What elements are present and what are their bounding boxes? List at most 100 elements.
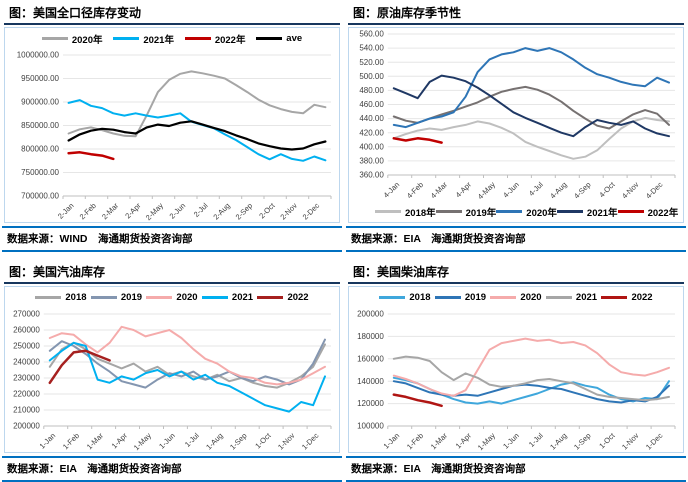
svg-text:1000000.00: 1000000.00 <box>17 51 60 60</box>
legend-item: 2021年 <box>556 205 618 219</box>
svg-text:180000: 180000 <box>357 332 384 341</box>
data-source-text: 数据来源：EIA 海通期货投资咨询部 <box>7 463 182 475</box>
svg-text:4-Dec: 4-Dec <box>644 180 665 201</box>
svg-text:1-Dec: 1-Dec <box>644 431 665 452</box>
chart-legend: 2018年 2019年 2020年 2021年 2022年 <box>349 201 683 222</box>
legend-item: 2022 <box>601 292 653 303</box>
legend-swatch <box>201 296 228 299</box>
panel-title-diesel-inventory: 图：美国柴油库存 <box>348 259 684 284</box>
svg-text:1-Nov: 1-Nov <box>276 431 297 452</box>
svg-text:2-Feb: 2-Feb <box>78 201 98 221</box>
data-source-bar-diesel-inventory: 数据来源：EIA 海通期货投资咨询部 <box>346 456 686 482</box>
svg-text:1-Jul: 1-Jul <box>183 431 201 449</box>
chart-plot-area: 200000 180000 160000 140000 120000 100000 1-Ja… <box>349 308 683 452</box>
legend-item: 2022 <box>257 292 309 303</box>
legend-label: 2021年 <box>143 34 174 46</box>
svg-text:4-Apr: 4-Apr <box>454 180 474 200</box>
panel-crude-seasonality: 图：原油库存季节性 560.00 540.00 520.00 500.00 480.00… <box>344 0 688 252</box>
svg-text:230000: 230000 <box>13 374 40 383</box>
svg-text:1-May: 1-May <box>132 431 153 452</box>
legend-label: ave <box>286 33 303 44</box>
legend-swatch <box>113 37 140 40</box>
svg-text:260000: 260000 <box>13 326 40 335</box>
line-chart-svg: 270000 260000 250000 240000 230000 220000 2100… <box>13 310 332 452</box>
svg-text:850000.00: 850000.00 <box>21 121 59 130</box>
legend-item: 2021年 <box>113 32 174 46</box>
svg-text:1-Sep: 1-Sep <box>572 431 593 452</box>
svg-text:440.00: 440.00 <box>359 114 384 123</box>
svg-text:200000: 200000 <box>13 422 40 431</box>
legend-label: 2019 <box>120 292 143 303</box>
svg-text:1-Aug: 1-Aug <box>548 431 569 452</box>
svg-text:1-May: 1-May <box>476 431 497 452</box>
legend-label: 2021年 <box>586 207 618 219</box>
legend-item: 2018 <box>379 292 431 303</box>
svg-text:1-Jan: 1-Jan <box>38 431 58 451</box>
legend-label: 2022年 <box>214 34 246 46</box>
svg-text:400.00: 400.00 <box>359 142 384 151</box>
svg-text:2-May: 2-May <box>144 201 165 222</box>
svg-text:2-Oct: 2-Oct <box>257 200 277 220</box>
legend-swatch <box>184 37 211 40</box>
svg-text:2-Apr: 2-Apr <box>123 201 143 221</box>
legend-label: 2018 <box>409 292 431 303</box>
svg-text:1-Mar: 1-Mar <box>85 431 106 452</box>
legend-item: ave <box>256 33 302 44</box>
legend-item: 2018 <box>35 292 87 303</box>
legend-swatch <box>556 210 583 213</box>
chart-legend: 2018 2019 2020 2021 2022 <box>349 287 683 308</box>
legend-item: 2018年 <box>375 205 436 219</box>
data-source-text: 数据来源：WIND 海通期货投资咨询部 <box>7 233 193 245</box>
legend-label: 2022年 <box>647 207 679 219</box>
svg-text:2-Jul: 2-Jul <box>192 201 210 219</box>
svg-text:210000: 210000 <box>13 406 40 415</box>
legend-swatch <box>434 296 461 299</box>
legend-label: 2020年 <box>71 34 103 46</box>
svg-text:1-Dec: 1-Dec <box>300 431 321 452</box>
panel-title-total-inventory: 图：美国全口径库存变动 <box>4 0 340 25</box>
svg-text:120000: 120000 <box>357 399 384 408</box>
panel-diesel-inventory: 图：美国柴油库存 2018 2019 2020 2021 2022 200000 18000… <box>344 252 688 482</box>
data-source-bar-total-inventory: 数据来源：WIND 海通期货投资咨询部 <box>2 226 342 252</box>
svg-text:560.00: 560.00 <box>359 30 384 39</box>
legend-swatch <box>146 296 173 299</box>
svg-text:200000: 200000 <box>357 310 384 319</box>
legend-swatch <box>601 296 628 299</box>
svg-text:1-Jun: 1-Jun <box>501 431 521 451</box>
svg-text:4-Sep: 4-Sep <box>572 180 593 201</box>
legend-label: 2018年 <box>405 207 436 219</box>
svg-text:1-Nov: 1-Nov <box>620 431 641 452</box>
panel-total-inventory: 图：美国全口径库存变动 2020年 2021年 2022年 ave 1000000.00… <box>0 0 344 252</box>
legend-label: 2020 <box>520 292 542 303</box>
svg-text:520.00: 520.00 <box>359 58 384 67</box>
svg-text:1-Apr: 1-Apr <box>454 431 474 451</box>
legend-item: 2019 <box>90 292 143 303</box>
legend-item: 2021 <box>201 292 253 303</box>
legend-item: 2019年 <box>435 205 496 219</box>
legend-swatch <box>435 210 462 213</box>
chart-plot-area: 270000 260000 250000 240000 230000 220000 2100… <box>5 308 339 452</box>
svg-text:4-Jul: 4-Jul <box>527 180 545 198</box>
svg-text:4-Jan: 4-Jan <box>382 180 402 200</box>
svg-text:1-Sep: 1-Sep <box>228 431 249 452</box>
legend-item: 2022年 <box>184 32 246 46</box>
data-source-text: 数据来源：EIA 海通期货投资咨询部 <box>351 463 526 475</box>
line-chart-svg: 1000000.00 950000.00 900000.00 850000.00 800… <box>17 51 332 222</box>
svg-text:480.00: 480.00 <box>359 86 384 95</box>
svg-text:1-Oct: 1-Oct <box>253 430 273 450</box>
legend-swatch <box>545 296 572 299</box>
legend-swatch <box>35 296 62 299</box>
legend-item: 2021 <box>545 292 597 303</box>
svg-text:1-Aug: 1-Aug <box>204 431 225 452</box>
svg-text:4-Feb: 4-Feb <box>405 180 425 200</box>
svg-text:1-Feb: 1-Feb <box>61 431 81 451</box>
svg-text:800000.00: 800000.00 <box>21 145 59 154</box>
svg-text:270000: 270000 <box>13 310 40 319</box>
legend-swatch <box>257 296 284 299</box>
svg-text:2-Jun: 2-Jun <box>168 201 188 221</box>
legend-swatch <box>490 296 517 299</box>
legend-swatch <box>90 296 117 299</box>
svg-text:950000.00: 950000.00 <box>21 74 59 83</box>
svg-text:1-Jul: 1-Jul <box>527 431 545 449</box>
svg-text:4-Jun: 4-Jun <box>501 180 521 200</box>
